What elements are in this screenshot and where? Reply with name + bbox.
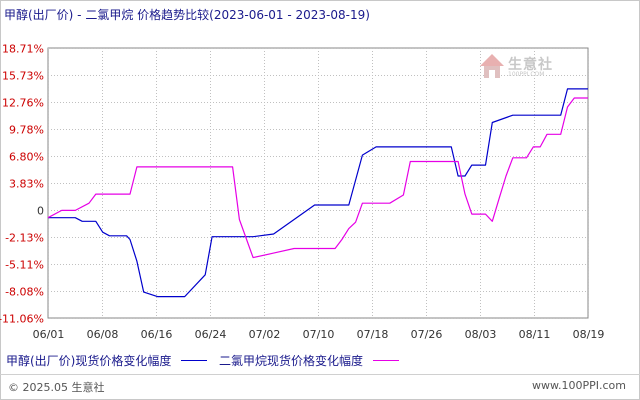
legend: 甲醇(出厂价)现货价格变化幅度 二氯甲烷现货价格变化幅度 <box>6 352 407 369</box>
series-line-dichloromethane <box>47 97 588 259</box>
watermark-logo-icon <box>480 54 504 78</box>
x-tick-label: 06/16 <box>141 328 173 341</box>
site-link[interactable]: www.100PPI.com <box>532 379 626 392</box>
footer: © 2025.05 生意社 www.100PPI.com <box>0 374 640 399</box>
watermark-subtext: 100PPI.COM <box>508 71 545 78</box>
y-tick-label: 0 <box>37 205 44 218</box>
x-axis-ticks: 06/01 06/08 06/16 06/24 07/02 07/10 07/18 07/26… <box>33 328 605 341</box>
x-tick-label: 08/19 <box>573 328 605 341</box>
legend-label-series2: 二氯甲烷现货价格变化幅度 <box>219 354 364 368</box>
x-tick-label: 06/08 <box>87 328 119 341</box>
x-tick-label: 08/03 <box>465 328 497 341</box>
y-tick-label: -11.06% <box>0 313 44 326</box>
legend-swatch-series2 <box>372 360 399 361</box>
y-tick-label: 15.73% <box>2 70 44 83</box>
y-tick-label: 3.83% <box>9 178 44 191</box>
x-tick-label: 07/02 <box>249 328 281 341</box>
y-tick-label: 9.78% <box>9 124 44 137</box>
chart-title: 甲醇(出厂价) - 二氯甲烷 价格趋势比较(2023-06-01 - 2023-… <box>4 8 370 22</box>
x-tick-label: 06/01 <box>33 328 65 341</box>
x-tick-label: 07/26 <box>411 328 443 341</box>
y-tick-label: -8.08% <box>5 286 44 299</box>
legend-swatch-series1 <box>181 360 208 361</box>
y-tick-label: 18.71% <box>2 43 44 56</box>
grid-lines <box>47 47 589 319</box>
y-tick-label: 6.80% <box>9 151 44 164</box>
y-tick-label: -5.11% <box>5 259 44 272</box>
watermark-text: 生意社 <box>508 57 553 73</box>
x-tick-label: 08/11 <box>519 328 551 341</box>
y-axis-ticks: 18.71% 15.73% 12.76% 9.78% 6.80% 3.83% 0 -2.13%… <box>0 43 44 326</box>
legend-label-series1: 甲醇(出厂价)现货价格变化幅度 <box>6 354 172 368</box>
series-lines <box>47 88 588 298</box>
watermark: 生意社 100PPI.COM <box>478 52 558 80</box>
series-line-methanol <box>48 88 588 298</box>
y-tick-label: 12.76% <box>2 97 44 110</box>
x-tick-label: 07/10 <box>303 328 335 341</box>
copyright-text: © 2025.05 生意社 <box>8 381 105 394</box>
x-tick-label: 07/18 <box>357 328 389 341</box>
x-tick-label: 06/24 <box>195 328 227 341</box>
y-tick-label: -2.13% <box>5 232 44 245</box>
